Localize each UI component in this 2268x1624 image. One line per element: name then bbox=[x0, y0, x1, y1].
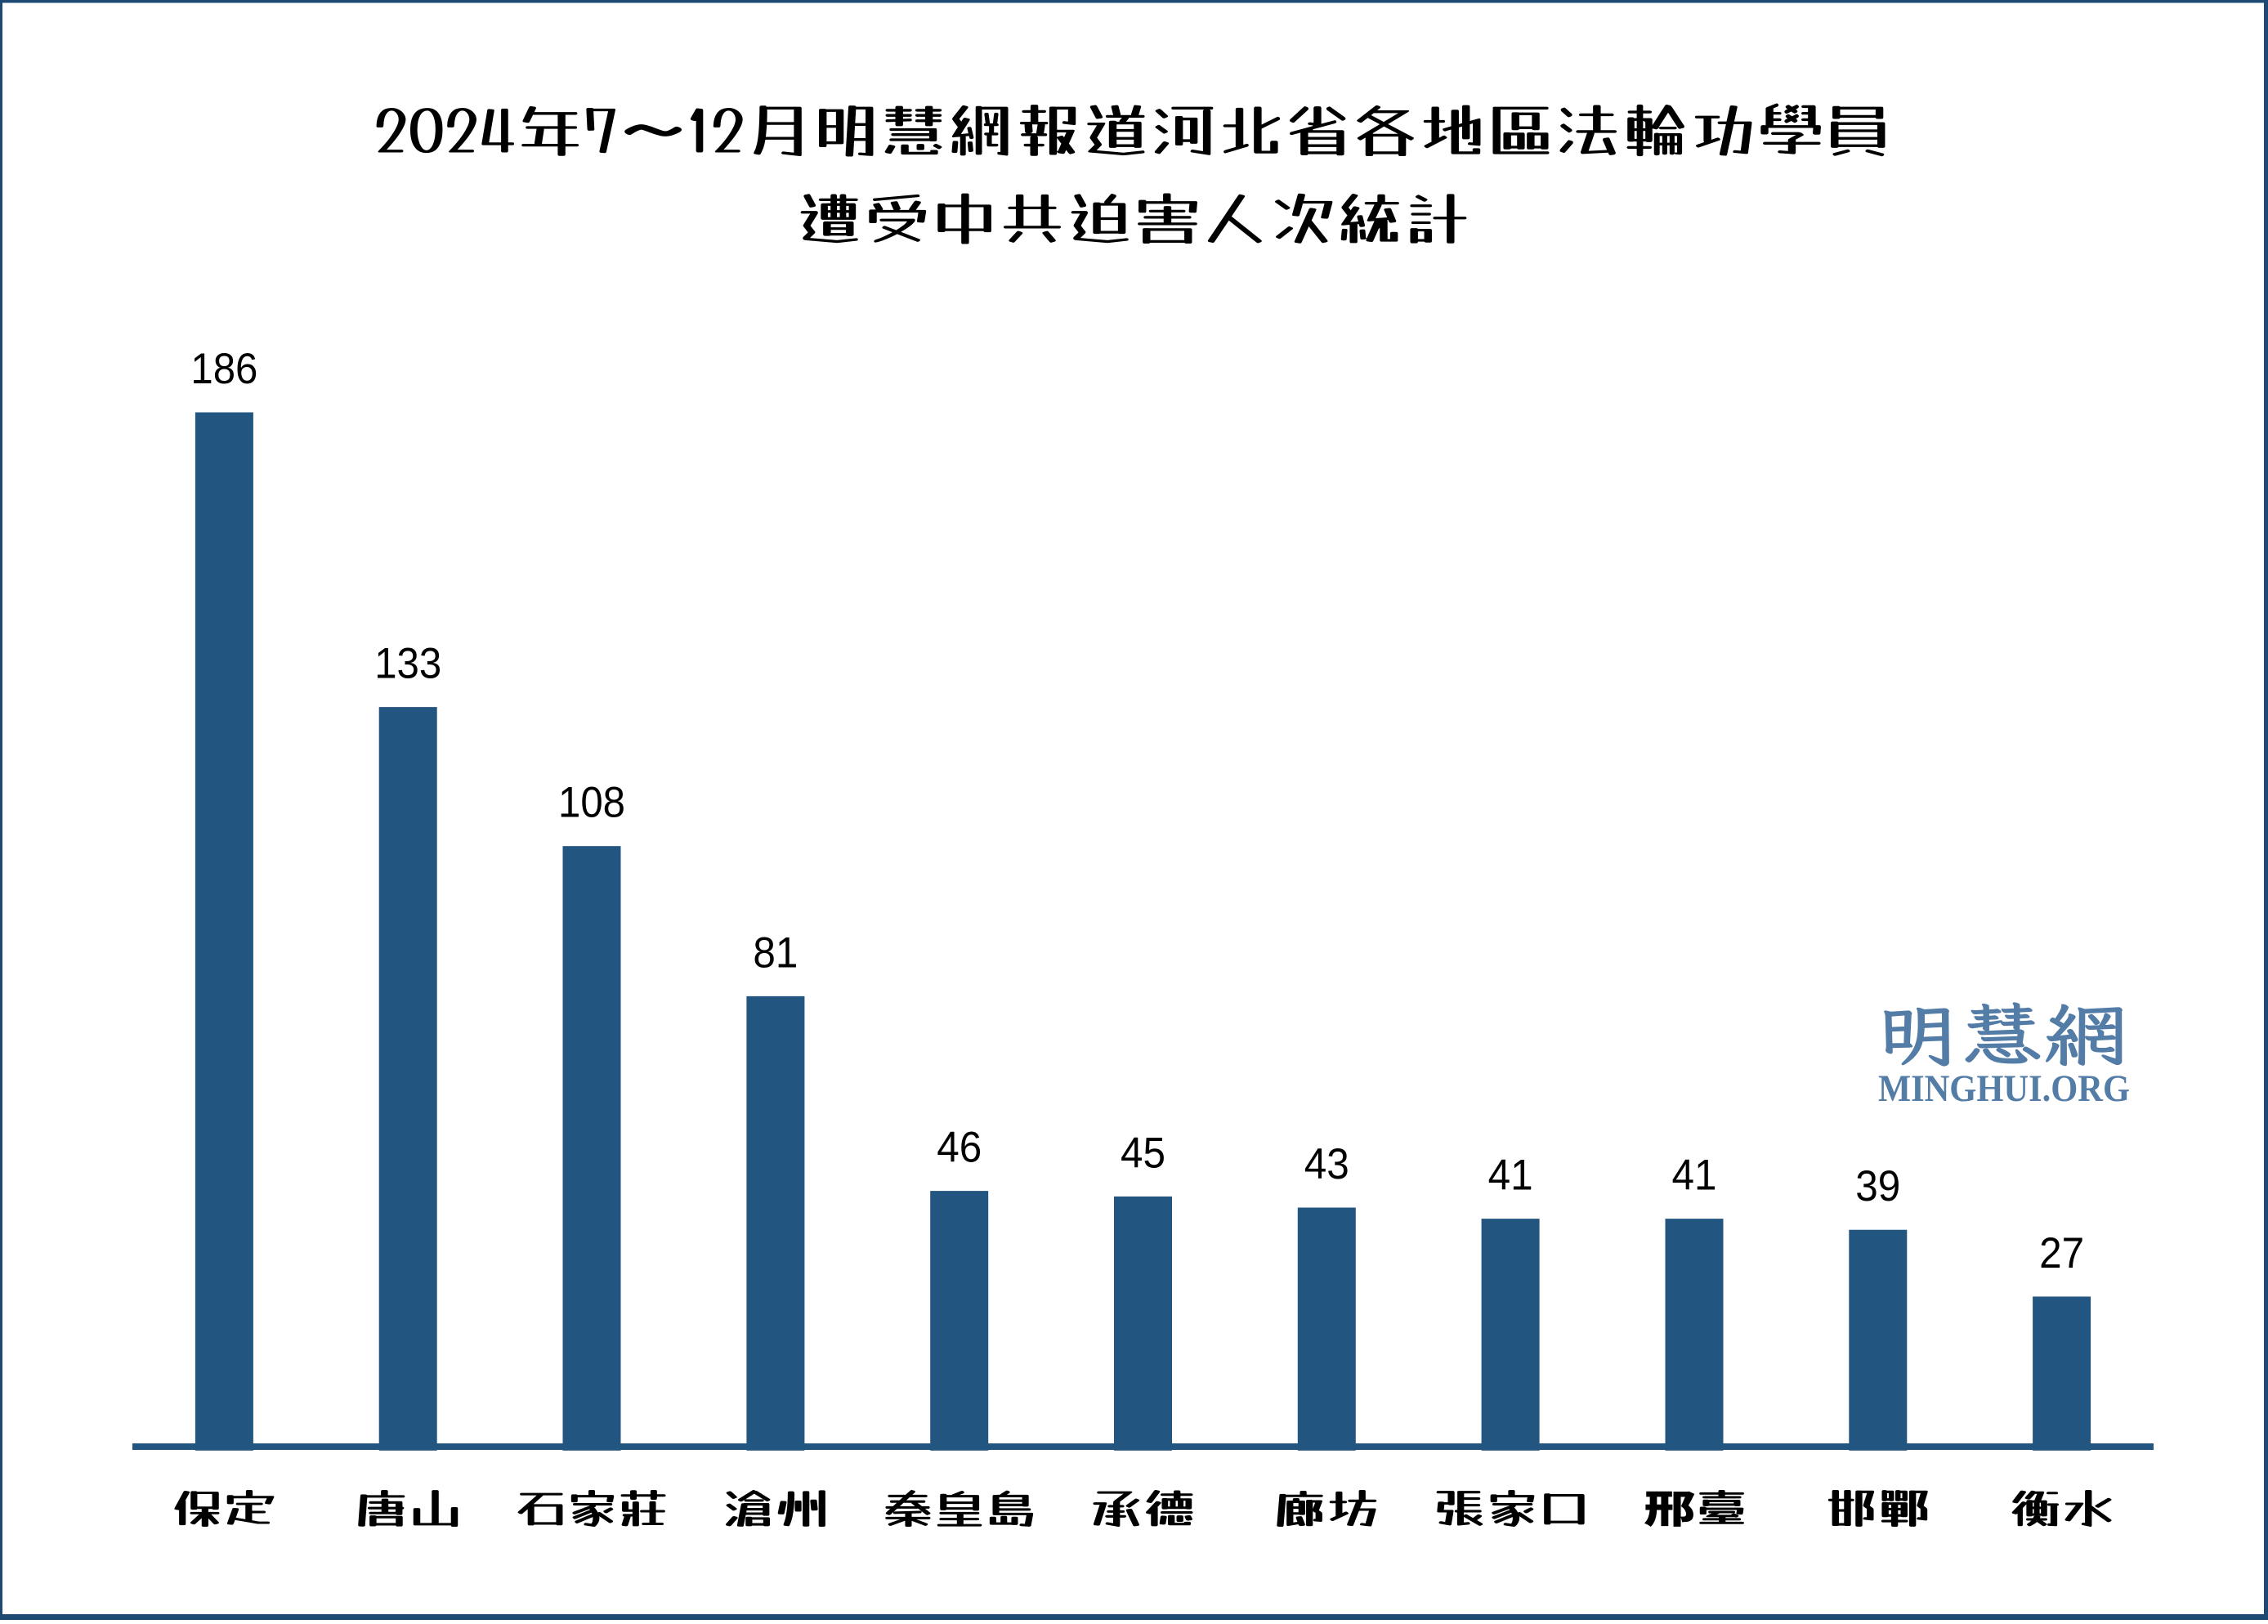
svg-text:45: 45 bbox=[1121, 1129, 1165, 1177]
svg-text:27: 27 bbox=[2039, 1229, 2084, 1277]
svg-text:108: 108 bbox=[558, 779, 625, 827]
svg-text:133: 133 bbox=[374, 640, 441, 688]
svg-text:81: 81 bbox=[753, 928, 798, 977]
svg-text:43: 43 bbox=[1304, 1140, 1349, 1188]
svg-text:46: 46 bbox=[937, 1124, 982, 1172]
svg-text:41: 41 bbox=[1488, 1152, 1533, 1200]
svg-text:39: 39 bbox=[1855, 1162, 1900, 1210]
svg-text:186: 186 bbox=[190, 345, 257, 393]
svg-text:MINGHUI.ORG: MINGHUI.ORG bbox=[1878, 1067, 2130, 1110]
svg-text:41: 41 bbox=[1672, 1152, 1717, 1200]
